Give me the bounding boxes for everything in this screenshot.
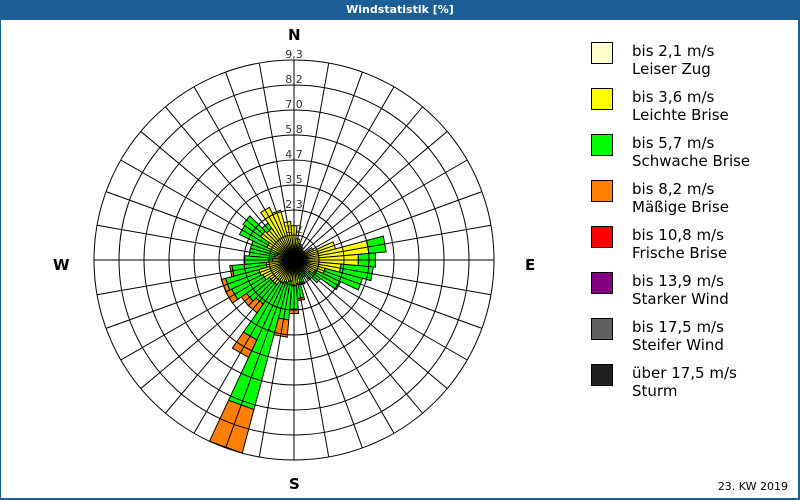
week-label: 23. KW 2019 <box>717 480 788 493</box>
legend-swatch <box>591 42 613 64</box>
direction-west-label: W <box>53 256 70 274</box>
legend-range: über 17,5 m/s <box>632 364 737 382</box>
ring-label: 3,5 <box>285 173 303 186</box>
legend-swatch <box>591 364 613 386</box>
ring-label: 7,0 <box>285 98 303 111</box>
legend-swatch <box>591 134 613 156</box>
legend-item: bis 2,1 m/s Leiser Zug <box>589 20 789 78</box>
legend-range: bis 17,5 m/s <box>632 318 724 336</box>
wind-sector-segment <box>339 263 374 282</box>
legend-range: bis 13,9 m/s <box>632 272 724 290</box>
wind-sector-segment <box>208 399 255 454</box>
legend-swatch <box>591 318 613 340</box>
ring-label: 8,2 <box>285 73 303 86</box>
legend-label: Leiser Zug <box>632 60 711 78</box>
legend-item: bis 8,2 m/s Mäßige Brise <box>589 158 789 216</box>
ring-labels: 1,2 2,3 3,5 4,7 5,8 7,0 8,2 9,3 <box>285 48 303 236</box>
direction-north-label: N <box>288 26 301 44</box>
legend-label: Steifer Wind <box>632 336 724 354</box>
legend-range: bis 3,6 m/s <box>632 88 715 106</box>
ring-label: 1,2 <box>285 223 303 236</box>
ring-label: 9,3 <box>285 48 303 61</box>
legend-range: bis 2,1 m/s <box>632 42 715 60</box>
legend-swatch <box>591 272 613 294</box>
legend-swatch <box>591 226 613 248</box>
legend-label: Starker Wind <box>632 290 729 308</box>
ring-label: 2,3 <box>285 198 303 211</box>
legend-item: bis 3,6 m/s Leichte Brise <box>589 66 789 124</box>
legend-label: Sturm <box>632 382 678 400</box>
legend-label: Schwache Brise <box>632 152 751 170</box>
legend-item: bis 5,7 m/s Schwache Brise <box>589 112 789 170</box>
legend-item: bis 17,5 m/s Steifer Wind <box>589 296 789 354</box>
legend-label: Leichte Brise <box>632 106 729 124</box>
ring-label: 5,8 <box>285 123 303 136</box>
direction-east-label: E <box>525 256 536 274</box>
legend-swatch <box>591 180 613 202</box>
legend-range: bis 10,8 m/s <box>632 226 724 244</box>
legend-range: bis 8,2 m/s <box>632 180 715 198</box>
chart-title: Windstatistik [%] <box>0 0 800 20</box>
legend-swatch <box>591 88 613 110</box>
wind-rose-chart: 1,2 2,3 3,5 4,7 5,8 7,0 8,2 9,3 <box>93 48 495 461</box>
legend-item: bis 10,8 m/s Frische Brise <box>589 204 789 262</box>
wind-rose-sectors <box>208 206 387 454</box>
legend-item: über 17,5 m/s Sturm <box>589 342 789 400</box>
ring-label: 4,7 <box>285 148 303 161</box>
legend-label: Mäßige Brise <box>632 198 729 216</box>
wind-rose-grid <box>93 59 495 461</box>
legend-range: bis 5,7 m/s <box>632 134 715 152</box>
legend-label: Frische Brise <box>632 244 728 262</box>
chart-panel: 1,2 2,3 3,5 4,7 5,8 7,0 8,2 9,3 N E S W bis 2,1… <box>1 20 798 498</box>
direction-south-label: S <box>289 475 300 493</box>
legend-item: bis 13,9 m/s Starker Wind <box>589 250 789 308</box>
